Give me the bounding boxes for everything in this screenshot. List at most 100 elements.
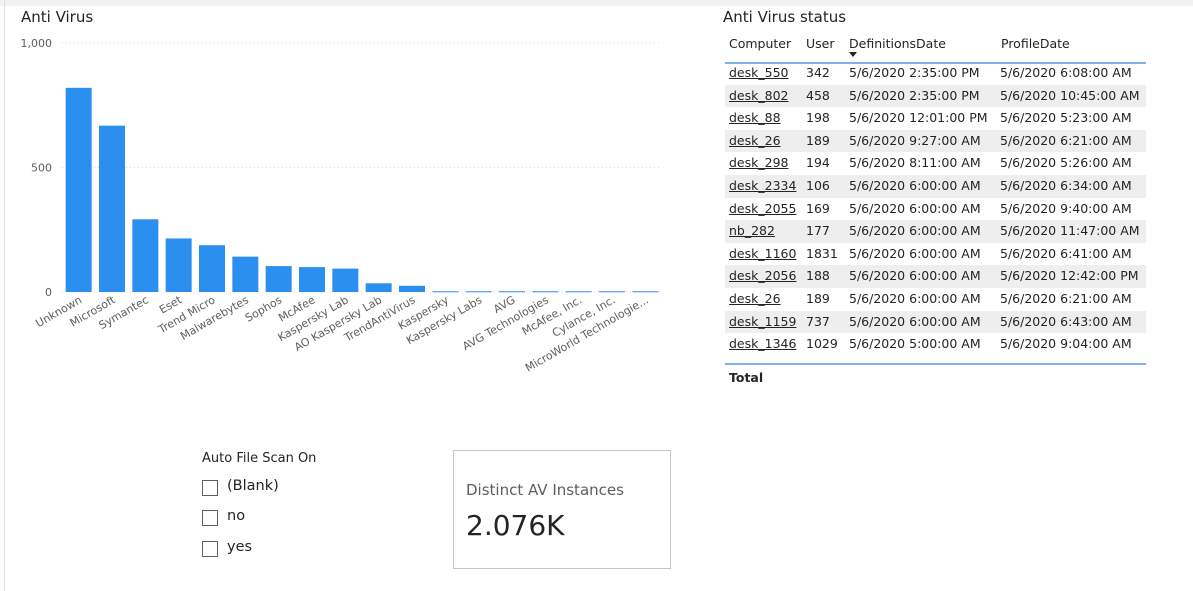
column-header-definitions-date[interactable]: DefinitionsDate: [849, 36, 946, 51]
computer-cell[interactable]: desk_2334: [729, 177, 797, 193]
definitions-date-cell: 5/6/2020 12:01:00 PM: [849, 110, 988, 126]
bar[interactable]: [265, 266, 292, 292]
slicer-title: Auto File Scan On: [202, 451, 317, 466]
user-cell: 1029: [806, 336, 838, 352]
definitions-date-cell: 5/6/2020 5:00:00 AM: [849, 336, 981, 352]
profile-date-cell: 5/6/2020 5:23:00 AM: [1000, 110, 1132, 126]
card-label: Distinct AV Instances: [466, 481, 624, 499]
definitions-date-cell: 5/6/2020 2:35:00 PM: [849, 65, 980, 80]
table-body: desk_550 342 5/6/2020 2:35:00 PM 5/6/2020 6…: [725, 62, 1146, 356]
table-row[interactable]: desk_26 189 5/6/2020 9:27:00 AM 5/6/2020 6:…: [725, 129, 1146, 153]
bar[interactable]: [599, 291, 625, 293]
definitions-date-cell: 5/6/2020 6:00:00 AM: [849, 223, 981, 239]
table-row[interactable]: desk_550 342 5/6/2020 2:35:00 PM 5/6/2020 6…: [725, 62, 1146, 85]
definitions-date-cell: 5/6/2020 9:27:00 AM: [849, 132, 981, 148]
checkbox-icon[interactable]: [202, 510, 218, 526]
sort-descending-icon: [849, 52, 857, 57]
table-row[interactable]: nb_282 177 5/6/2020 6:00:00 AM 5/6/2020 11:…: [725, 220, 1146, 243]
column-header-computer[interactable]: Computer: [729, 36, 792, 51]
user-cell: 198: [806, 110, 830, 126]
table-bottom-border: [725, 363, 1146, 365]
bar[interactable]: [332, 268, 359, 292]
profile-date-cell: 5/6/2020 10:45:00 AM: [1000, 87, 1140, 103]
computer-cell[interactable]: desk_802: [729, 87, 789, 103]
bar[interactable]: [465, 291, 492, 293]
user-cell: 177: [806, 223, 830, 239]
table-row[interactable]: desk_2055 169 5/6/2020 6:00:00 AM 5/6/2020 …: [725, 198, 1146, 221]
user-cell: 189: [806, 290, 830, 306]
table-row[interactable]: desk_1159 737 5/6/2020 6:00:00 AM 5/6/2020 …: [725, 310, 1146, 334]
bar[interactable]: [99, 125, 125, 292]
profile-date-cell: 5/6/2020 11:47:00 AM: [1000, 223, 1140, 239]
profile-date-cell: 5/6/2020 9:04:00 AM: [1000, 336, 1132, 352]
top-strip: [0, 0, 1193, 6]
column-header-profile-date[interactable]: ProfileDate: [1001, 36, 1070, 51]
table-row[interactable]: desk_802 458 5/6/2020 2:35:00 PM 5/6/2020 1…: [725, 84, 1146, 108]
computer-cell[interactable]: desk_1160: [729, 245, 797, 261]
definitions-date-cell: 5/6/2020 6:00:00 AM: [849, 177, 981, 193]
table-header: Computer User DefinitionsDate ProfileDat…: [725, 33, 1146, 64]
card-value: 2.076K: [466, 509, 565, 542]
computer-cell[interactable]: nb_282: [729, 223, 775, 239]
bar[interactable]: [499, 291, 525, 293]
definitions-date-cell: 5/6/2020 8:11:00 AM: [849, 155, 981, 171]
bar[interactable]: [432, 291, 459, 293]
profile-date-cell: 5/6/2020 12:42:00 PM: [1000, 268, 1139, 284]
definitions-date-cell: 5/6/2020 2:35:00 PM: [849, 87, 980, 103]
user-cell: 106: [806, 177, 830, 193]
profile-date-cell: 5/6/2020 6:21:00 AM: [1000, 132, 1132, 148]
y-tick-label: 0: [45, 286, 52, 299]
bar[interactable]: [532, 291, 559, 293]
bar[interactable]: [199, 245, 225, 292]
computer-cell[interactable]: desk_2056: [729, 268, 797, 284]
slicer-option-label: (Blank): [227, 478, 279, 494]
definitions-date-cell: 5/6/2020 6:00:00 AM: [849, 313, 981, 329]
bar[interactable]: [165, 238, 192, 292]
computer-cell[interactable]: desk_1159: [729, 313, 797, 329]
bar[interactable]: [565, 291, 592, 293]
table-row[interactable]: desk_26 189 5/6/2020 6:00:00 AM 5/6/2020 6:…: [725, 288, 1146, 311]
column-header-user[interactable]: User: [806, 36, 835, 51]
kpi-card[interactable]: Distinct AV Instances 2.076K: [453, 450, 671, 569]
computer-cell[interactable]: desk_26: [729, 290, 781, 306]
table-row[interactable]: desk_1346 1029 5/6/2020 5:00:00 AM 5/6/2020…: [725, 333, 1146, 356]
bar[interactable]: [65, 87, 92, 292]
computer-cell[interactable]: desk_550: [729, 65, 789, 80]
profile-date-cell: 5/6/2020 6:41:00 AM: [1000, 245, 1132, 261]
computer-cell[interactable]: desk_26: [729, 132, 781, 148]
profile-date-cell: 5/6/2020 6:08:00 AM: [1000, 65, 1132, 80]
slicer-option-label: yes: [227, 539, 253, 555]
table-row[interactable]: desk_88 198 5/6/2020 12:01:00 PM 5/6/2020 5…: [725, 107, 1146, 130]
checkbox-icon[interactable]: [202, 480, 218, 496]
checkbox-icon[interactable]: [202, 541, 218, 557]
table-row[interactable]: desk_1160 1831 5/6/2020 6:00:00 AM 5/6/2020…: [725, 243, 1146, 266]
profile-date-cell: 5/6/2020 9:40:00 AM: [1000, 200, 1132, 216]
definitions-date-cell: 5/6/2020 6:00:00 AM: [849, 290, 981, 306]
slicer-option-label: no: [227, 508, 246, 524]
x-tick-label: Sophos: [243, 293, 284, 324]
computer-cell[interactable]: desk_2055: [729, 200, 797, 216]
profile-date-cell: 5/6/2020 6:34:00 AM: [1000, 177, 1132, 193]
y-tick-label: 1,000: [21, 37, 53, 50]
computer-cell[interactable]: desk_88: [729, 110, 781, 126]
bar[interactable]: [232, 256, 259, 292]
table-title: Anti Virus status: [723, 8, 847, 26]
computer-cell[interactable]: desk_1346: [729, 336, 797, 352]
table-row[interactable]: desk_2334 106 5/6/2020 6:00:00 AM 5/6/2020 …: [725, 174, 1146, 198]
user-cell: 342: [806, 65, 830, 80]
user-cell: 1831: [806, 245, 838, 261]
user-cell: 194: [806, 155, 830, 171]
bar[interactable]: [132, 219, 159, 292]
computer-cell[interactable]: desk_298: [729, 155, 789, 171]
user-cell: 169: [806, 200, 830, 216]
table-row[interactable]: desk_298 194 5/6/2020 8:11:00 AM 5/6/2020 5…: [725, 152, 1146, 175]
table-row[interactable]: desk_2056 188 5/6/2020 6:00:00 AM 5/6/2020 …: [725, 265, 1146, 288]
bar[interactable]: [299, 267, 325, 292]
status-table[interactable]: Computer User DefinitionsDate ProfileDat…: [725, 33, 1146, 364]
bar[interactable]: [632, 291, 659, 293]
bar[interactable]: [399, 285, 425, 292]
bar[interactable]: [365, 283, 392, 292]
page-left-border: [4, 0, 5, 591]
y-tick-label: 500: [31, 162, 52, 175]
